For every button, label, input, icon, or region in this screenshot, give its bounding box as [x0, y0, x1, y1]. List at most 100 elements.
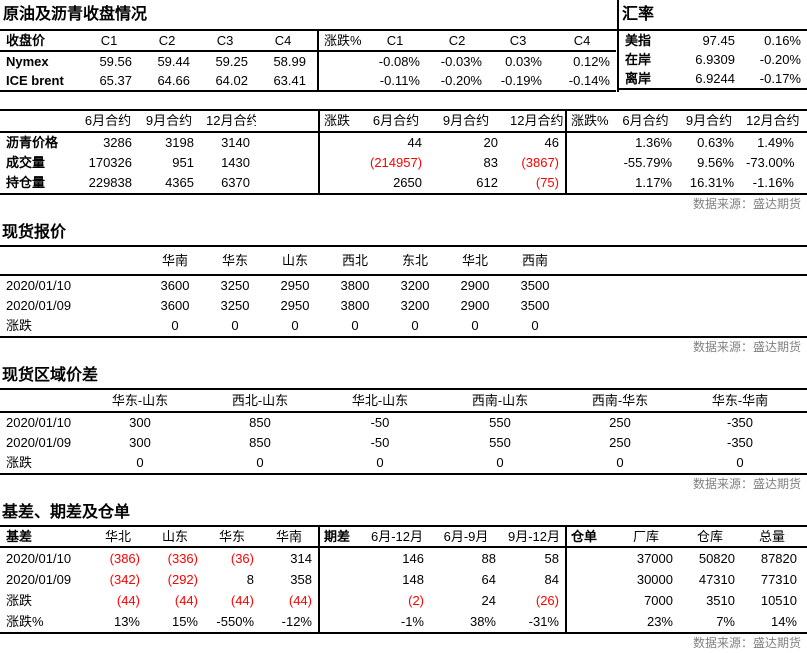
cell: 50820 — [698, 551, 735, 566]
cell: -550% — [216, 614, 254, 629]
divider-line — [565, 527, 567, 634]
header-cell: 东北 — [385, 247, 445, 276]
cell: 3600 — [160, 298, 190, 313]
cell: 离岸 — [625, 71, 652, 86]
cell: 13% — [113, 614, 140, 629]
data-source-note: 数据来源：盛达期货 — [692, 197, 801, 211]
header-cell: C4 — [548, 31, 616, 52]
cell: (2) — [408, 593, 424, 608]
divider-line — [318, 527, 320, 634]
crude-close-table-wrap: 收盘价 C1 C2 C3 C4 涨跌% C1 C2 C3 C4 Nymex 59.56 59.44 59… — [0, 31, 617, 92]
header-cell: 西南 — [505, 247, 565, 276]
cell: -0.17% — [759, 71, 801, 86]
cell: 170326 — [88, 155, 132, 170]
asphalt-futures-table-wrap: 6月合约 9月合约 12月合约 涨跌 6月合约 9月合约 12月合约 涨跌% 6月合约 9月合约 1… — [0, 109, 807, 195]
cell: 0 — [496, 455, 504, 470]
cell: 58 — [544, 551, 559, 566]
cell — [565, 547, 613, 569]
cell: 在岸 — [625, 52, 652, 67]
cell: (342) — [109, 572, 140, 587]
cell: 58.99 — [273, 54, 306, 69]
cell: 358 — [290, 572, 312, 587]
cell: 83 — [483, 155, 498, 170]
header-cell: 6月合约 — [613, 110, 678, 133]
header-row: 6月合约 9月合约 12月合约 涨跌 6月合约 9月合约 12月合约 涨跌% 6月合约 9月合约 1… — [0, 110, 807, 133]
cell — [318, 153, 364, 173]
header-cell: 仓库 — [679, 527, 741, 548]
cell: 59.44 — [157, 54, 190, 69]
cell — [318, 590, 364, 611]
header-cell — [803, 527, 807, 548]
cell: 0 — [471, 318, 479, 333]
cell: 2900 — [460, 278, 490, 293]
cell — [800, 173, 807, 194]
cell: 550 — [489, 415, 511, 430]
cell — [318, 569, 364, 590]
table-row: 成交量 170326 951 1430 (214957) 83 (3867) -55.79% 9… — [0, 153, 807, 173]
header-cell: 华东 — [205, 247, 265, 276]
crude-close-section: 原油及沥青收盘情况 收盘价 C1 C2 C3 C4 涨跌% C1 C2 C3 C4 Nymex 59… — [0, 0, 617, 92]
cell: 38% — [469, 614, 496, 629]
header-cell: 6月-12月 — [364, 527, 430, 548]
cell: -31% — [528, 614, 559, 629]
cell: -50 — [370, 435, 390, 450]
header-cell: 华东-山东 — [80, 390, 200, 413]
cell — [565, 153, 613, 173]
header-cell: 6月合约 — [364, 110, 428, 133]
cell: 0.16% — [764, 33, 801, 48]
cell: (75) — [535, 175, 559, 190]
cell — [256, 173, 318, 194]
cell — [318, 611, 364, 633]
cell: 1.36% — [635, 135, 672, 150]
header-cell: 华北-山东 — [320, 390, 440, 413]
top-section: 原油及沥青收盘情况 收盘价 C1 C2 C3 C4 涨跌% C1 C2 C3 C4 Nymex 59… — [0, 0, 807, 92]
header-cell: 9月-12月 — [502, 527, 565, 548]
cell: 10510 — [760, 593, 797, 608]
cell: 250 — [609, 415, 631, 430]
header-row: 华东-山东 西北-山东 华北-山东 西南-山东 西南-华东 华东-华南 — [0, 390, 807, 413]
section-title-fx: 汇率 — [619, 0, 807, 31]
cell: 0 — [231, 318, 239, 333]
cell: 23% — [646, 614, 673, 629]
cell: 59.25 — [215, 54, 248, 69]
fx-table: 美指 97.45 0.16% 在岸 6.9309 -0.20% 离岸 6.9244 -0.1… — [619, 31, 807, 90]
header-cell: 华南 — [145, 247, 205, 276]
cell: 3198 — [165, 135, 194, 150]
cell: -0.11% — [379, 73, 420, 88]
cell — [318, 51, 364, 71]
cell: 77310 — [760, 572, 797, 587]
cell: -12% — [281, 614, 312, 629]
cell — [565, 296, 807, 316]
regional-spread-table: 华东-山东 西北-山东 华北-山东 西南-山东 西南-华东 华东-华南 2020/01/1… — [0, 390, 807, 475]
cell: 229838 — [88, 175, 132, 190]
cell: Nymex — [6, 54, 49, 69]
cell: 2950 — [280, 298, 310, 313]
divider-line — [565, 109, 567, 195]
cell: 87820 — [760, 551, 797, 566]
cell — [803, 569, 807, 590]
cell: -0.08% — [378, 54, 420, 69]
cell: 550 — [489, 435, 511, 450]
cell: 7000 — [644, 593, 673, 608]
cell — [565, 173, 613, 194]
cell: 0 — [736, 455, 744, 470]
cell: 314 — [290, 551, 312, 566]
cell — [565, 275, 807, 296]
cell: 64.02 — [215, 73, 248, 88]
header-cell: 华东-华南 — [680, 390, 800, 413]
cell: 1430 — [221, 155, 250, 170]
cell: 63.41 — [273, 73, 306, 88]
cell: -350 — [726, 435, 754, 450]
header-cell: 山东 — [146, 527, 204, 548]
header-cell — [565, 247, 807, 276]
cell: 0 — [171, 318, 179, 333]
header-cell: 仓单 — [565, 527, 613, 548]
cell: -0.14% — [568, 73, 610, 88]
data-source-note: 数据来源：盛达期货 — [692, 477, 801, 491]
table-row: 涨跌% 13% 15% -550% -12% -1% 38% -31% 23% 7% 14% — [0, 611, 807, 633]
cell: (36) — [230, 551, 254, 566]
cell: 1.17% — [635, 175, 672, 190]
cell — [803, 590, 807, 611]
cell: (292) — [167, 572, 198, 587]
cell: -73.00% — [746, 155, 795, 170]
